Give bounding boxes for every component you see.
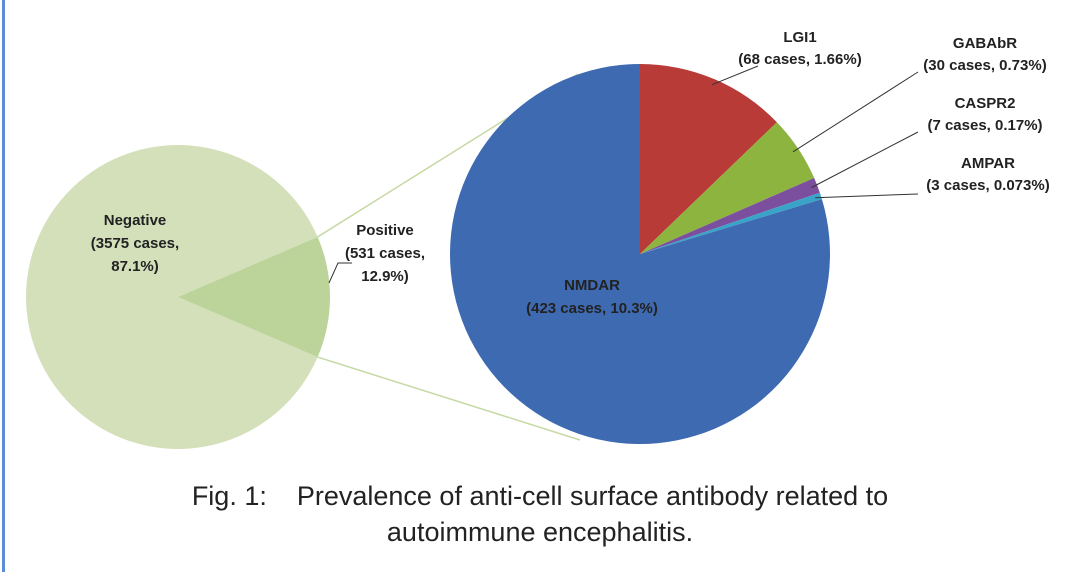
label-lgi1: LGI1 (68 cases, 1.66%) xyxy=(738,29,861,68)
label-negative-line-3: 87.1%) xyxy=(111,258,159,275)
caption-line-2: autoimmune encephalitis. xyxy=(386,517,694,547)
caption-line-1: Fig. 1: Prevalence of anti-cell surface … xyxy=(191,481,889,511)
label-positive-line-1: Positive xyxy=(356,222,414,239)
label-gababr: GABAbR (30 cases, 0.73%) xyxy=(923,35,1046,74)
label-caspr2: CASPR2 (7 cases, 0.17%) xyxy=(927,95,1042,134)
label-ampar-line-2: (3 cases, 0.073%) xyxy=(926,177,1049,194)
label-ampar-line-1: AMPAR xyxy=(961,155,1015,172)
leader-caspr2 xyxy=(811,131,919,188)
figure-caption: Fig. 1: Prevalence of anti-cell surface … xyxy=(0,478,1080,550)
label-nmdar-line-2: (423 cases, 10.3%) xyxy=(526,300,658,317)
label-lgi1-line-2: (68 cases, 1.66%) xyxy=(738,51,861,68)
label-lgi1-line-1: LGI1 xyxy=(783,29,816,46)
pie-of-pie-chart: Negative (3575 cases, 87.1%) Positive (531 c… xyxy=(25,29,1050,449)
leader-lgi1 xyxy=(711,65,759,86)
leader-ampar xyxy=(815,193,919,199)
label-caspr2-line-1: CASPR2 xyxy=(955,95,1016,112)
label-positive-line-2: (531 cases, xyxy=(345,245,425,262)
slice-nmdar xyxy=(450,64,831,444)
slice-ampar xyxy=(640,192,822,254)
label-ampar: AMPAR (3 cases, 0.073%) xyxy=(926,155,1049,194)
label-nmdar: NMDAR (423 cases, 10.3%) xyxy=(526,277,658,317)
slice-caspr2 xyxy=(640,178,820,254)
leader-positive xyxy=(328,262,352,284)
leader-gababr xyxy=(792,71,919,153)
label-gababr-line-2: (30 cases, 0.73%) xyxy=(923,57,1046,74)
label-caspr2-line-2: (7 cases, 0.17%) xyxy=(927,117,1042,134)
label-gababr-line-1: GABAbR xyxy=(953,35,1017,52)
label-nmdar-line-1: NMDAR xyxy=(564,277,620,294)
left-border xyxy=(2,0,5,572)
slice-positive xyxy=(178,236,330,358)
connector-line-bottom xyxy=(317,356,581,441)
label-positive: Positive (531 cases, 12.9%) xyxy=(345,222,425,285)
label-positive-line-3: 12.9%) xyxy=(361,268,409,285)
slice-gababr xyxy=(640,122,815,254)
label-negative: Negative (3575 cases, 87.1%) xyxy=(91,212,179,275)
slice-lgi1 xyxy=(640,64,777,254)
slice-negative xyxy=(25,144,318,449)
label-negative-line-2: (3575 cases, xyxy=(91,235,179,252)
label-negative-line-1: Negative xyxy=(104,212,167,229)
